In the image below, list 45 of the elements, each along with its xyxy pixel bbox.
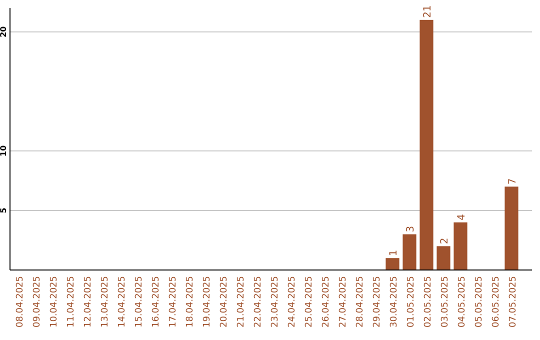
x-tick-label: 18.04.2025 <box>186 276 196 328</box>
bar <box>420 20 434 270</box>
x-tick-label: 29.04.2025 <box>372 276 382 328</box>
data-label: 4 <box>456 214 468 220</box>
x-tick-label: 17.04.2025 <box>168 276 178 328</box>
x-tick-label: 01.05.2025 <box>406 276 416 328</box>
data-label: 2 <box>440 238 450 244</box>
bar <box>386 258 400 270</box>
y-tick-label: 5 <box>0 207 8 214</box>
x-tick-label: 06.05.2025 <box>492 276 502 328</box>
bar <box>504 186 518 270</box>
x-tick-label: 22.04.2025 <box>254 276 264 328</box>
data-label: 1 <box>388 250 400 256</box>
x-tick-label: 13.04.2025 <box>100 276 110 328</box>
data-label: 3 <box>406 226 416 232</box>
x-tick-label: 14.04.2025 <box>118 276 128 328</box>
x-tick-label: 23.04.2025 <box>270 276 280 328</box>
x-tick-label: 28.04.2025 <box>356 276 366 328</box>
x-tick-label: 03.05.2025 <box>440 276 450 328</box>
y-tick-label: 10 <box>0 144 8 156</box>
x-tick-label: 02.05.2025 <box>424 276 434 328</box>
x-tick-label: 21.04.2025 <box>236 276 246 328</box>
x-tick-label: 20.04.2025 <box>220 276 230 328</box>
x-tick-label: 15.04.2025 <box>134 276 144 328</box>
x-tick-label: 10.04.2025 <box>50 276 60 328</box>
x-tick-label: 24.04.2025 <box>288 276 298 328</box>
x-tick-label: 05.05.2025 <box>474 276 484 328</box>
bar <box>454 222 468 270</box>
x-tick-label: 19.04.2025 <box>202 276 212 328</box>
data-label: 7 <box>508 178 518 185</box>
x-tick-label: 30.04.2025 <box>390 276 400 328</box>
x-tick-label: 11.04.2025 <box>66 276 76 328</box>
x-tick-label: 26.04.2025 <box>322 276 332 328</box>
x-tick-label: 27.04.2025 <box>338 276 348 328</box>
x-tick-label: 09.04.2025 <box>32 276 42 328</box>
x-tick-label: 07.05.2025 <box>508 276 518 328</box>
x-tick-label: 08.04.2025 <box>16 276 26 328</box>
x-tick-label: 25.04.2025 <box>304 276 314 328</box>
bar <box>402 234 416 270</box>
x-tick-label: 04.05.2025 <box>458 276 468 328</box>
data-label: 21 <box>422 5 434 18</box>
bar <box>436 246 450 270</box>
x-tick-label: 16.04.2025 <box>152 276 162 328</box>
x-tick-label: 12.04.2025 <box>84 276 94 328</box>
y-tick-label: 20 <box>0 26 8 38</box>
